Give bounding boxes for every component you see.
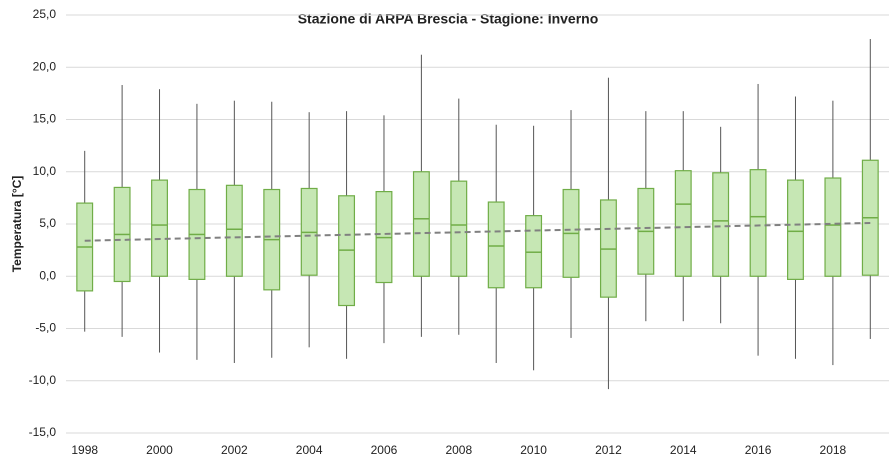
y-tick-label: -10,0 (29, 373, 57, 387)
chart-title: Stazione di ARPA Brescia - Stagione: Inv… (298, 11, 599, 27)
x-tick-label: 2002 (221, 443, 248, 457)
box (749, 169, 767, 277)
box (225, 184, 243, 277)
y-tick-label: 15,0 (33, 112, 57, 126)
box (412, 171, 430, 277)
y-tick-label: 0,0 (39, 268, 56, 282)
y-tick-label: 5,0 (39, 216, 56, 230)
y-tick-label: 10,0 (33, 164, 57, 178)
x-tick-label: 2008 (445, 443, 472, 457)
y-tick-label: 20,0 (33, 59, 57, 73)
trend-line (84, 221, 871, 242)
y-tick-label: -5,0 (35, 321, 56, 335)
box (674, 170, 692, 277)
y-tick-label: -15,0 (29, 425, 57, 439)
box (787, 179, 804, 280)
x-tick-label: 2010 (520, 443, 547, 457)
x-tick-label: 2004 (296, 443, 323, 457)
x-tick-label: 2014 (670, 443, 697, 457)
box (487, 201, 505, 289)
box (712, 172, 730, 277)
x-tick-label: 2018 (820, 443, 847, 457)
box (151, 179, 168, 277)
box (824, 177, 842, 277)
x-tick-label: 2006 (371, 443, 398, 457)
x-tick-label: 2016 (745, 443, 772, 457)
x-tick-label: 2000 (146, 443, 173, 457)
y-tick-label: 25,0 (33, 7, 57, 21)
box (450, 180, 468, 277)
x-tick-label: 1998 (71, 443, 98, 457)
y-axis-label: Temperatura [°C] (10, 176, 24, 273)
x-tick-label: 2012 (595, 443, 622, 457)
